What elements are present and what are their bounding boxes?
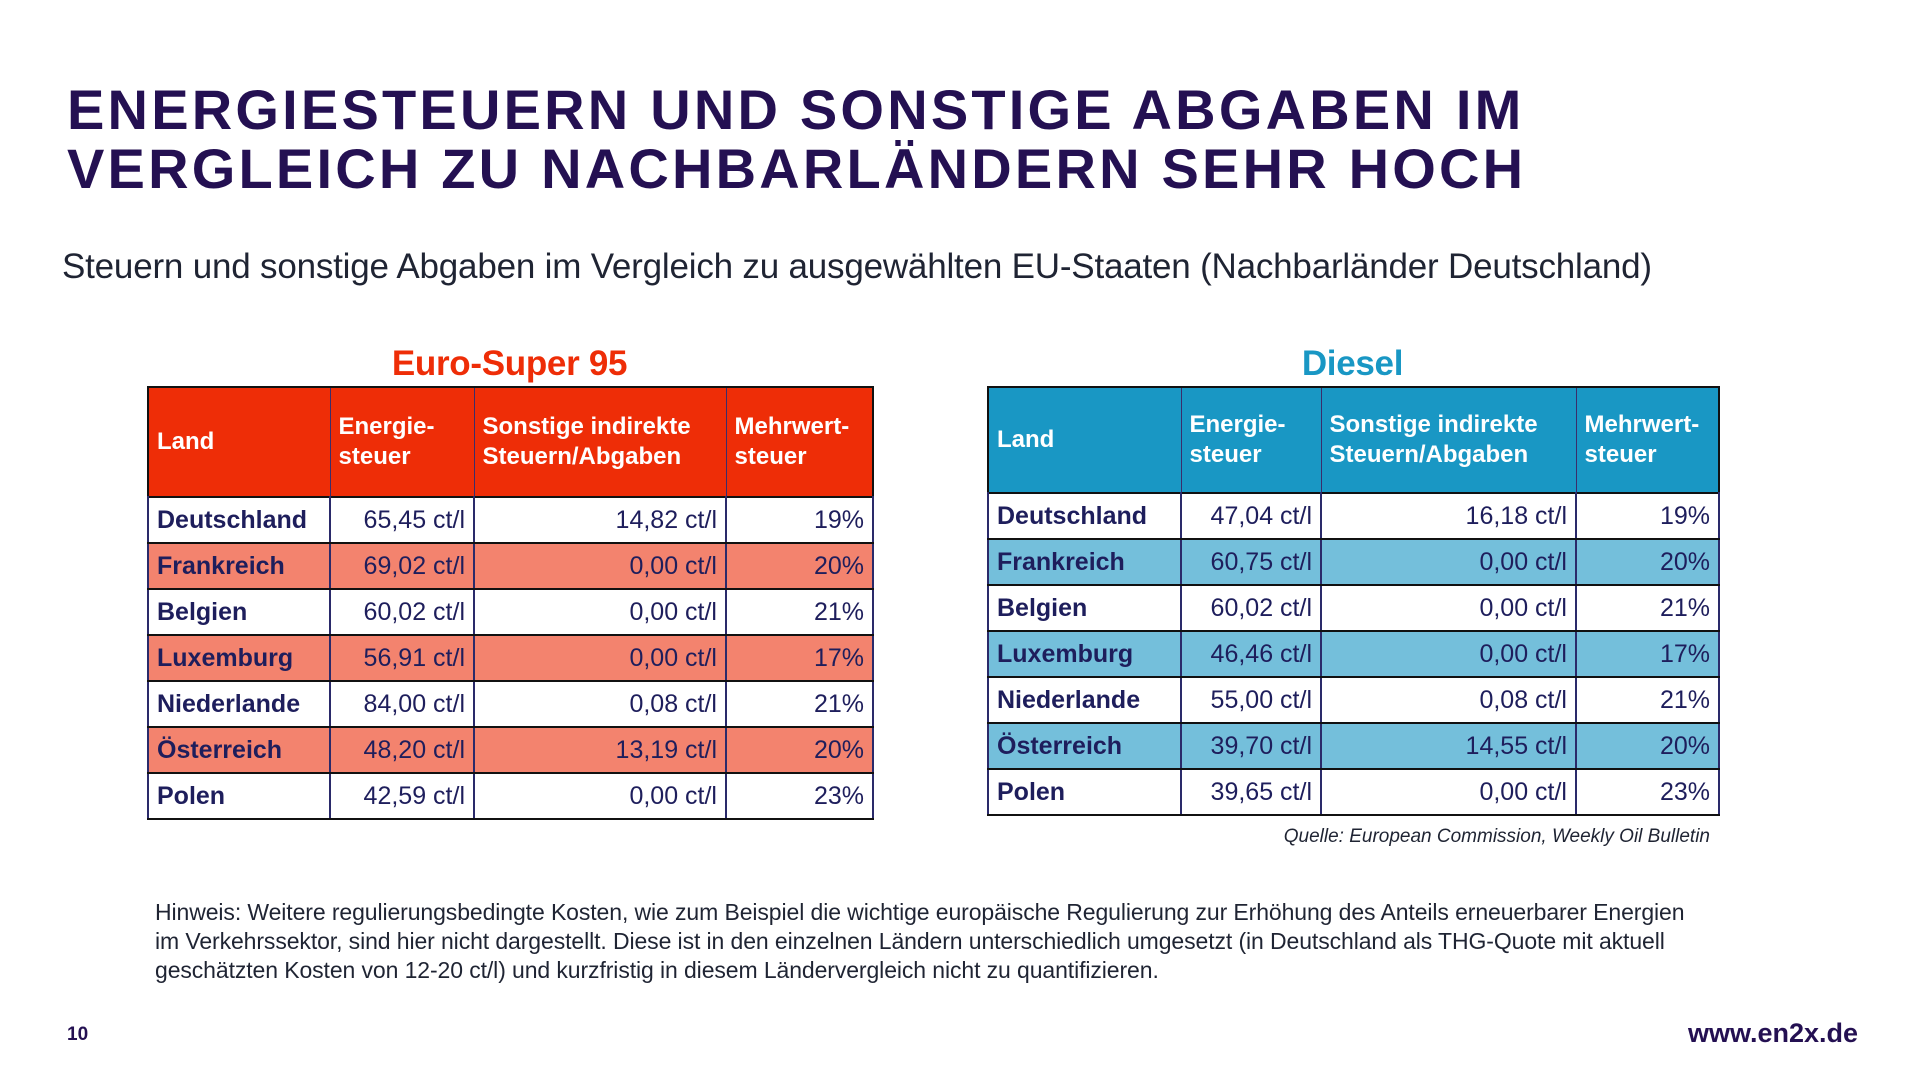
table-row: Niederlande 84,00 ct/l 0,08 ct/l 21% [147,680,874,728]
table-row: Belgien 60,02 ct/l 0,00 ct/l 21% [987,584,1720,632]
column-header: Mehrwert- steuer [725,386,874,498]
value-cell: 60,02 ct/l [329,588,475,636]
country-cell: Niederlande [987,676,1182,724]
table-row: Frankreich 60,75 ct/l 0,00 ct/l 20% [987,538,1720,586]
value-cell: 20% [1575,538,1720,586]
country-cell: Polen [147,772,331,820]
value-cell: 21% [725,588,874,636]
table-row: Luxemburg 46,46 ct/l 0,00 ct/l 17% [987,630,1720,678]
value-cell: 39,65 ct/l [1180,768,1322,816]
value-cell: 0,00 ct/l [1320,584,1577,632]
value-cell: 21% [1575,584,1720,632]
table-row: Polen 42,59 ct/l 0,00 ct/l 23% [147,772,874,820]
footnote: Hinweis: Weitere regulierungsbedingte Ko… [155,899,1685,983]
column-header: Sonstige indirekte Steuern/Abgaben [1320,386,1577,494]
super-table: Land Energie- steuer Sonstige indirekte St… [147,386,874,820]
country-cell: Belgien [147,588,331,636]
country-cell: Österreich [147,726,331,774]
country-cell: Polen [987,768,1182,816]
value-cell: 0,00 ct/l [473,634,727,682]
diesel-table: Land Energie- steuer Sonstige indirekte St… [987,386,1720,816]
value-cell: 19% [1575,492,1720,540]
value-cell: 0,00 ct/l [1320,630,1577,678]
value-cell: 39,70 ct/l [1180,722,1322,770]
super-table-title: Euro-Super 95 [391,344,628,383]
slide-title: Energiesteuern und sonstige Abgaben im V… [67,80,1526,198]
value-cell: 14,82 ct/l [473,496,727,544]
value-cell: 19% [725,496,874,544]
value-cell: 13,19 ct/l [473,726,727,774]
country-cell: Deutschland [987,492,1182,540]
source-citation: Quelle: European Commission, Weekly Oil … [1283,826,1710,847]
value-cell: 23% [1575,768,1720,816]
value-cell: 47,04 ct/l [1180,492,1322,540]
value-cell: 20% [725,726,874,774]
value-cell: 69,02 ct/l [329,542,475,590]
country-cell: Luxemburg [147,634,331,682]
value-cell: 23% [725,772,874,820]
slide-title-line-1: Energiesteuern und sonstige Abgaben im [67,78,1525,141]
value-cell: 56,91 ct/l [329,634,475,682]
value-cell: 16,18 ct/l [1320,492,1577,540]
slide-title-line-2: Vergleich zu Nachbarländern sehr hoch [67,137,1527,200]
country-cell: Luxemburg [987,630,1182,678]
value-cell: 0,00 ct/l [1320,768,1577,816]
value-cell: 0,08 ct/l [1320,676,1577,724]
column-header: Sonstige indirekte Steuern/Abgaben [473,386,727,498]
country-cell: Belgien [987,584,1182,632]
country-cell: Niederlande [147,680,331,728]
column-header: Energie- steuer [329,386,475,498]
value-cell: 46,46 ct/l [1180,630,1322,678]
page-number: 10 [67,1024,89,1045]
value-cell: 17% [725,634,874,682]
value-cell: 0,00 ct/l [473,772,727,820]
table-row: Österreich 48,20 ct/l 13,19 ct/l 20% [147,726,874,774]
country-cell: Frankreich [987,538,1182,586]
country-cell: Deutschland [147,496,331,544]
value-cell: 17% [1575,630,1720,678]
value-cell: 48,20 ct/l [329,726,475,774]
table-row: Belgien 60,02 ct/l 0,00 ct/l 21% [147,588,874,636]
value-cell: 84,00 ct/l [329,680,475,728]
table-header-row: Land Energie- steuer Sonstige indirekte St… [147,386,874,498]
column-header: Mehrwert- steuer [1575,386,1720,494]
column-header: Energie- steuer [1180,386,1322,494]
diesel-table-title: Diesel [1301,344,1404,383]
table-row: Polen 39,65 ct/l 0,00 ct/l 23% [987,768,1720,816]
value-cell: 0,00 ct/l [473,588,727,636]
table-row: Deutschland 65,45 ct/l 14,82 ct/l 19% [147,496,874,544]
value-cell: 60,75 ct/l [1180,538,1322,586]
value-cell: 0,00 ct/l [473,542,727,590]
column-header: Land [147,386,331,498]
table-row: Luxemburg 56,91 ct/l 0,00 ct/l 17% [147,634,874,682]
value-cell: 0,00 ct/l [1320,538,1577,586]
column-header: Land [987,386,1182,494]
diesel-table-block: Diesel Land Energie- steuer Sonstige indir… [987,342,1720,816]
value-cell: 65,45 ct/l [329,496,475,544]
slide-subtitle: Steuern und sonstige Abgaben im Vergleic… [62,247,1652,286]
table-row: Österreich 39,70 ct/l 14,55 ct/l 20% [987,722,1720,770]
table-row: Niederlande 55,00 ct/l 0,08 ct/l 21% [987,676,1720,724]
country-cell: Frankreich [147,542,331,590]
table-row: Deutschland 47,04 ct/l 16,18 ct/l 19% [987,492,1720,540]
value-cell: 21% [725,680,874,728]
value-cell: 20% [1575,722,1720,770]
value-cell: 55,00 ct/l [1180,676,1322,724]
value-cell: 0,08 ct/l [473,680,727,728]
value-cell: 42,59 ct/l [329,772,475,820]
country-cell: Österreich [987,722,1182,770]
super-table-block: Euro-Super 95 Land Energie- steuer Sonstig… [147,342,874,820]
value-cell: 14,55 ct/l [1320,722,1577,770]
value-cell: 20% [725,542,874,590]
value-cell: 21% [1575,676,1720,724]
value-cell: 60,02 ct/l [1180,584,1322,632]
table-row: Frankreich 69,02 ct/l 0,00 ct/l 20% [147,542,874,590]
footer-url[interactable]: www.en2x.de [1688,1018,1859,1048]
table-header-row: Land Energie- steuer Sonstige indirekte St… [987,386,1720,494]
